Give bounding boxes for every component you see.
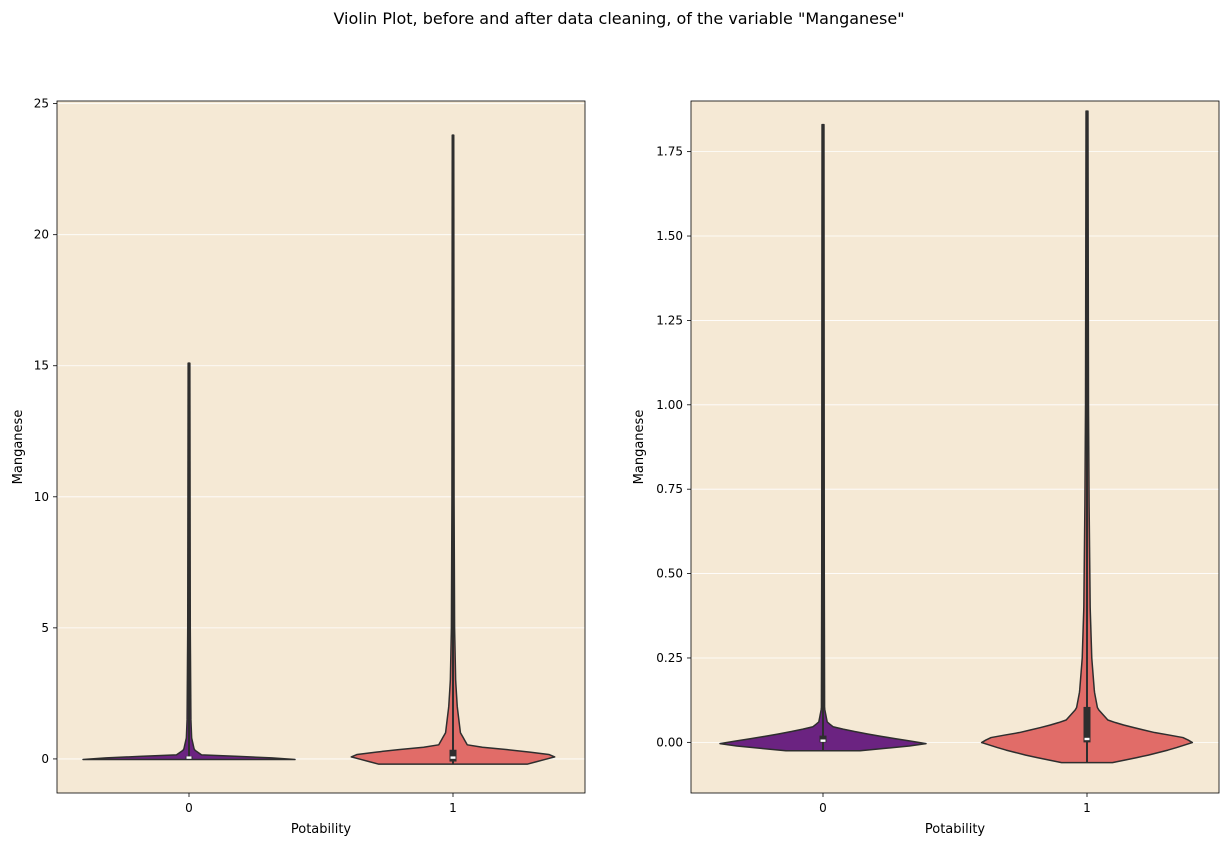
violin-box-1 bbox=[449, 749, 457, 762]
violin-box-1 bbox=[1083, 706, 1091, 743]
y-tick-label: 10 bbox=[34, 490, 49, 504]
violin-median-1 bbox=[450, 756, 456, 759]
violin-median-1 bbox=[1084, 737, 1090, 741]
y-tick-label: 1.75 bbox=[656, 145, 683, 159]
violin-median-0 bbox=[820, 739, 826, 742]
x-axis-label: Potability bbox=[925, 822, 986, 837]
x-tick-label: 0 bbox=[819, 801, 827, 815]
figure-title: Violin Plot, before and after data clean… bbox=[333, 9, 904, 28]
y-axis-label: Manganese bbox=[11, 410, 26, 485]
y-tick-label: 0.50 bbox=[656, 567, 683, 581]
y-axis-label: Manganese bbox=[632, 410, 647, 485]
violin-median-0 bbox=[186, 756, 192, 759]
violin-box-0 bbox=[819, 735, 827, 743]
y-tick-label: 20 bbox=[34, 228, 49, 242]
y-tick-label: 5 bbox=[41, 621, 49, 635]
x-tick-label: 1 bbox=[1083, 801, 1091, 815]
x-tick-label: 1 bbox=[449, 801, 457, 815]
y-tick-label: 15 bbox=[34, 359, 49, 373]
x-tick-label: 0 bbox=[185, 801, 193, 815]
violin-plot-before-cleaning: 0 5 10 15 20 25 0 1 Potability Manganese bbox=[11, 97, 586, 837]
violin-plot-after-cleaning: 0.00 0.25 0.50 0.75 1.00 1.25 1.50 1.75 0 1 Potabi… bbox=[632, 100, 1220, 837]
y-tick-label: 0.00 bbox=[656, 735, 683, 749]
x-axis-label: Potability bbox=[291, 822, 352, 837]
y-tick-label: 0 bbox=[41, 752, 49, 766]
plot-frame bbox=[690, 100, 1220, 794]
y-tick-label: 0.75 bbox=[656, 482, 683, 496]
y-tick-label: 1.00 bbox=[656, 398, 683, 412]
y-tick-label: 0.25 bbox=[656, 651, 683, 665]
y-tick-label: 1.50 bbox=[656, 229, 683, 243]
plot-area bbox=[57, 101, 585, 793]
y-tick-label: 25 bbox=[34, 97, 49, 111]
plot-area bbox=[691, 101, 1219, 793]
y-tick-label: 1.25 bbox=[656, 313, 683, 327]
plot-frame bbox=[56, 100, 586, 794]
